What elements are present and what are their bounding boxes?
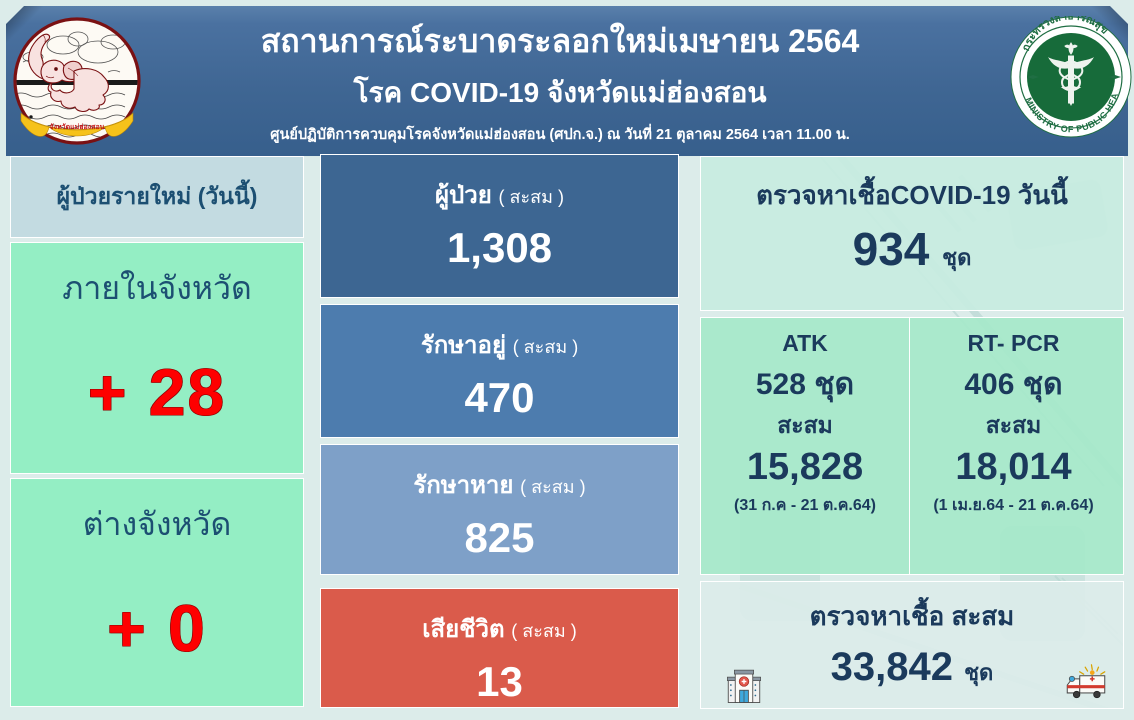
svg-text:จังหวัดแม่ฮ่องสอน: จังหวัดแม่ฮ่องสอน xyxy=(50,123,105,131)
